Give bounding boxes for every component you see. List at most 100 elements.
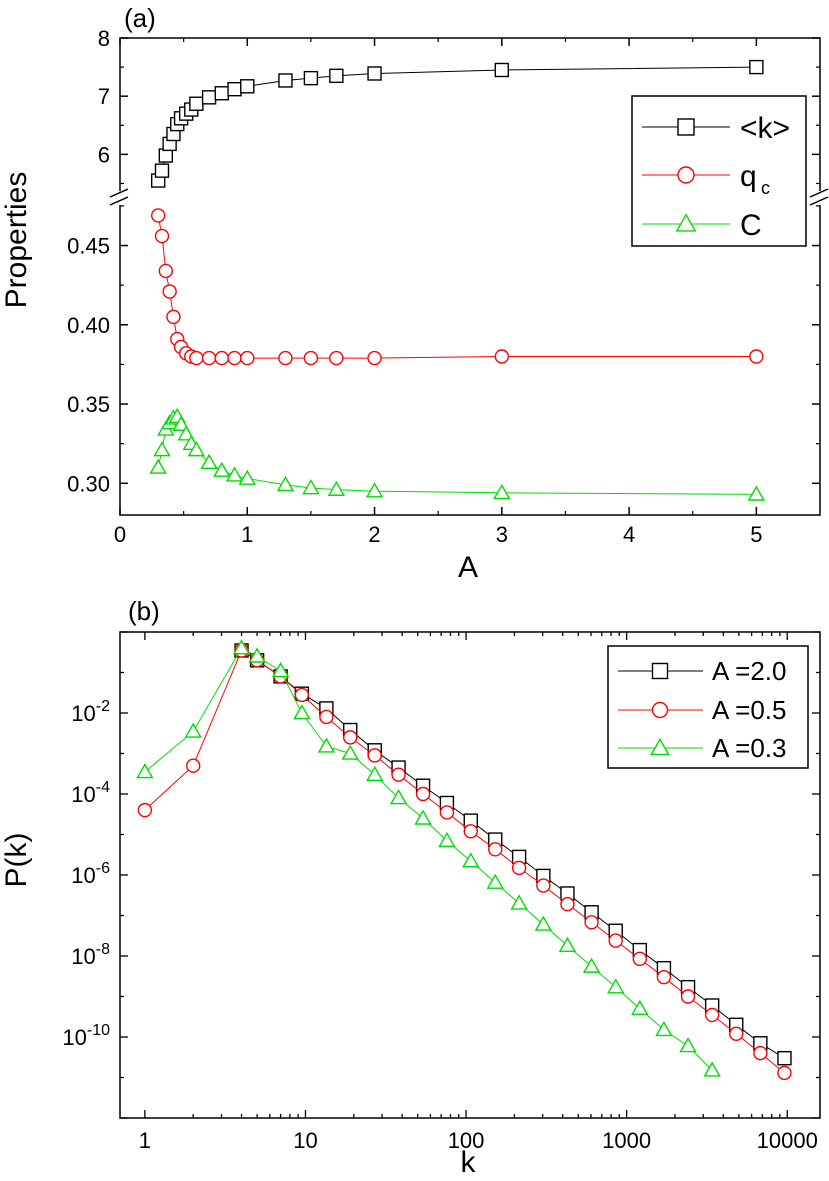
data-point — [704, 1007, 720, 1023]
panel-a: 0 1 2 3 4 5 6 7 8 0.30 0.35 0.40 0.45 A Properties (a) <… — [0, 3, 829, 584]
plot-frame — [119, 37, 821, 516]
data-point — [278, 350, 293, 366]
data-point — [317, 737, 336, 753]
data-point — [227, 350, 242, 366]
axis-break-mark-right — [809, 196, 829, 206]
data-point — [367, 350, 382, 366]
data-point — [150, 208, 166, 223]
data-point — [510, 894, 528, 910]
data-point — [777, 1065, 792, 1081]
x-tick-label: 2 — [368, 522, 380, 547]
data-point — [753, 1045, 768, 1061]
data-point — [166, 309, 181, 325]
data-point — [558, 936, 577, 952]
data-point — [494, 62, 510, 78]
data-point — [493, 483, 511, 500]
x-tick-label: 1 — [139, 1128, 151, 1153]
data-point — [137, 802, 153, 818]
data-point — [201, 90, 217, 105]
data-point — [367, 748, 382, 763]
legend-marker — [650, 737, 670, 756]
data-point — [656, 969, 672, 985]
x-axis-label: k — [461, 1146, 477, 1179]
data-point — [438, 831, 456, 848]
legend-label: <k> — [740, 112, 790, 145]
legend-label: q — [740, 160, 757, 193]
data-point — [240, 79, 255, 94]
data-point — [213, 461, 231, 477]
data-point — [749, 349, 764, 364]
data-point — [389, 789, 408, 805]
axis-break-mark-right — [809, 188, 829, 198]
data-point — [154, 163, 170, 178]
x-tick-label: 1 — [241, 522, 253, 547]
data-point — [747, 485, 766, 501]
data-point — [240, 350, 255, 366]
data-point — [232, 639, 251, 655]
y-tick-label-exponent: -6 — [96, 860, 110, 877]
x-tick-label: 0 — [114, 522, 126, 547]
axis-break-mark-left — [109, 188, 129, 198]
y-tick-label: 8 — [98, 26, 110, 51]
axis-break-mask-right — [808, 191, 829, 205]
data-point — [608, 933, 623, 948]
legend-box — [631, 95, 807, 247]
data-point — [439, 805, 455, 820]
x-axis-label: A — [458, 551, 478, 584]
y-tick-label-exponent: -8 — [96, 941, 110, 958]
y-tick-label-base: 10 — [62, 1025, 86, 1050]
data-point — [303, 350, 319, 366]
data-point — [607, 978, 625, 994]
x-tick-label: 5 — [750, 522, 762, 547]
data-point — [214, 350, 230, 366]
data-point — [149, 458, 167, 474]
data-point — [200, 453, 218, 470]
legend-label: A =0.3 — [712, 733, 786, 763]
y-tick-label: 0.45 — [67, 234, 110, 259]
y-axis-label: Properties — [0, 172, 33, 309]
data-point — [278, 73, 293, 88]
data-point — [488, 842, 503, 857]
data-point — [293, 704, 311, 720]
y-axis-label: P(k) — [0, 833, 33, 888]
data-point — [463, 824, 478, 839]
data-point — [536, 878, 551, 893]
y-tick-label-exponent: -2 — [96, 698, 110, 715]
data-point — [189, 350, 204, 366]
data-point — [186, 758, 201, 773]
y-tick-label: 10-6 — [71, 860, 110, 888]
data-point — [680, 989, 696, 1004]
data-point — [632, 951, 648, 967]
data-point — [225, 466, 244, 482]
y-tick-label: 7 — [98, 84, 110, 109]
data-point — [329, 68, 344, 84]
data-point — [158, 263, 174, 279]
data-point — [302, 479, 320, 495]
data-point — [584, 915, 599, 930]
axis-break-mark-left — [109, 196, 129, 206]
y-tick-label: 0.30 — [67, 471, 110, 496]
data-point — [201, 350, 217, 366]
y-tick-label-base: 10 — [71, 863, 95, 888]
data-point — [227, 81, 242, 97]
data-point — [184, 722, 202, 738]
x-tick-label: 4 — [623, 522, 635, 547]
panel-b: 1 10 100 1000 1000010-1010-810-610-410-2kP(k… — [0, 596, 821, 1179]
x-tick-label: 3 — [496, 522, 508, 547]
y-tick-label: 10-10 — [62, 1022, 110, 1050]
data-point — [343, 730, 358, 745]
data-point — [214, 86, 230, 101]
y-tick-label-base: 10 — [71, 944, 95, 969]
data-point — [271, 661, 290, 678]
data-point — [172, 415, 190, 431]
y-tick-label: 6 — [98, 142, 110, 167]
data-point — [486, 873, 504, 889]
legend-label: A =0.5 — [712, 695, 786, 725]
y-tick-label: 10-4 — [71, 779, 110, 807]
data-point — [366, 765, 384, 781]
data-point — [679, 1037, 697, 1053]
data-point — [238, 469, 256, 485]
data-point — [341, 744, 359, 760]
legend-marker — [651, 701, 669, 719]
